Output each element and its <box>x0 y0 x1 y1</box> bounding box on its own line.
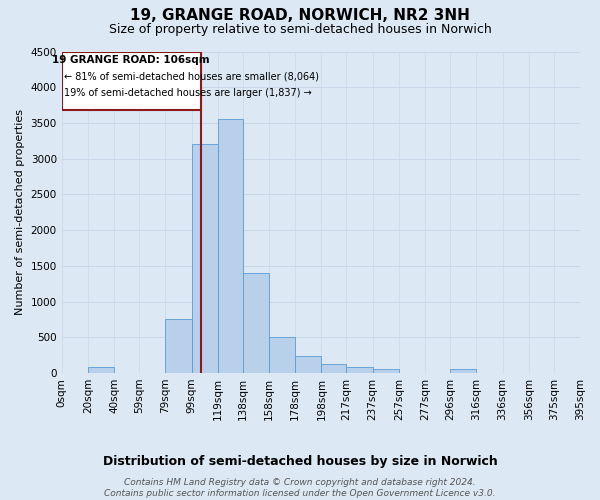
Text: ← 81% of semi-detached houses are smaller (8,064): ← 81% of semi-detached houses are smalle… <box>64 72 319 82</box>
Bar <box>346 368 373 373</box>
Bar <box>243 273 269 373</box>
Text: Size of property relative to semi-detached houses in Norwich: Size of property relative to semi-detach… <box>109 22 491 36</box>
Y-axis label: Number of semi-detached properties: Number of semi-detached properties <box>15 110 25 316</box>
Text: Contains HM Land Registry data © Crown copyright and database right 2024.
Contai: Contains HM Land Registry data © Crown c… <box>104 478 496 498</box>
Bar <box>373 370 399 373</box>
Bar <box>269 338 295 373</box>
Text: Distribution of semi-detached houses by size in Norwich: Distribution of semi-detached houses by … <box>103 455 497 468</box>
Bar <box>88 368 114 373</box>
Bar <box>322 364 346 373</box>
Text: 19% of semi-detached houses are larger (1,837) →: 19% of semi-detached houses are larger (… <box>64 88 312 98</box>
Bar <box>450 370 476 373</box>
Bar <box>166 318 191 373</box>
FancyBboxPatch shape <box>62 52 201 110</box>
Text: 19, GRANGE ROAD, NORWICH, NR2 3NH: 19, GRANGE ROAD, NORWICH, NR2 3NH <box>130 8 470 22</box>
Bar <box>295 356 322 373</box>
Text: 19 GRANGE ROAD: 106sqm: 19 GRANGE ROAD: 106sqm <box>52 55 210 65</box>
Bar <box>218 118 243 373</box>
Bar <box>191 144 218 373</box>
